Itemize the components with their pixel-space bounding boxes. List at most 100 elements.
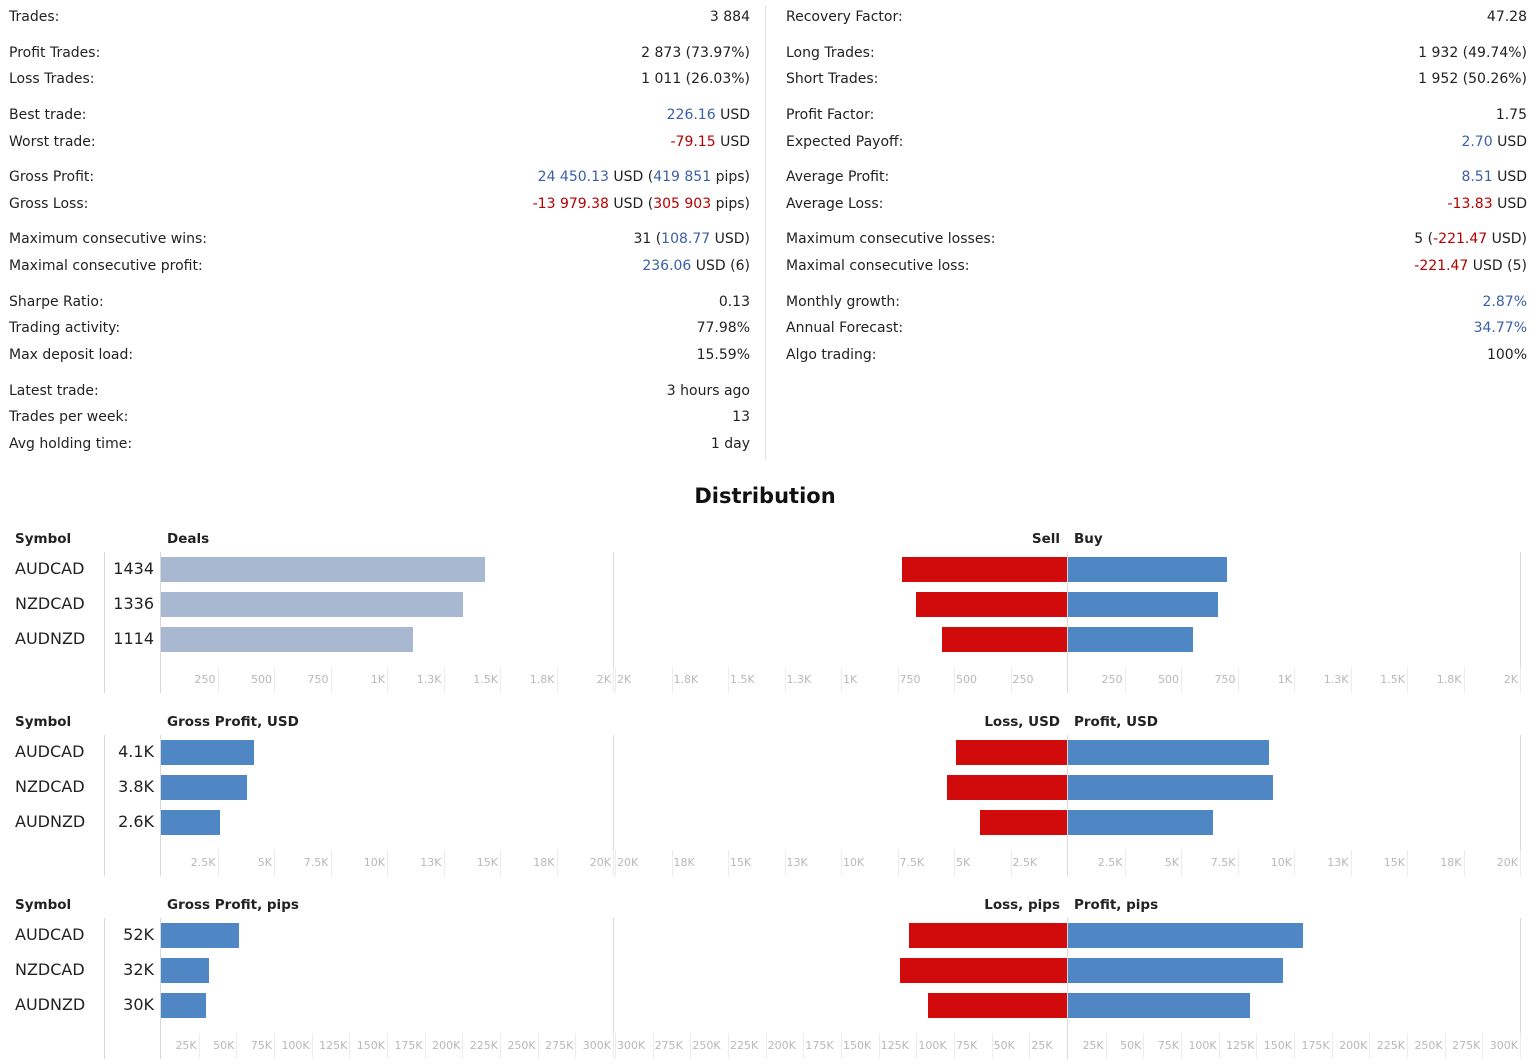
- buy-axis-tick: 500: [1158, 673, 1179, 686]
- buy-axis-tick: 50K: [1120, 1039, 1142, 1052]
- tick-gridline: [1237, 850, 1239, 876]
- left-axis-tick: 18K: [533, 856, 555, 869]
- tick-gridline: [1256, 1033, 1258, 1059]
- symbol-label: AUDNZD: [15, 995, 86, 1014]
- tick-gridline: [556, 850, 558, 876]
- left-axis-tick: 2K: [596, 673, 611, 686]
- sell-bar: [941, 627, 1067, 652]
- sell-axis-tick: 1K: [843, 673, 858, 686]
- tick-gridline: [1218, 1033, 1220, 1059]
- stats-divider: [765, 6, 766, 459]
- stat-value-part: USD (: [608, 169, 654, 185]
- stat-label: Annual Forecast:: [786, 320, 904, 336]
- stat-row-worst-trade: Worst trade: -79.15 USD: [9, 131, 750, 153]
- axis-line-values: [104, 735, 105, 876]
- tick-gridline: [236, 1033, 238, 1059]
- total-value-label: 1336: [113, 594, 154, 613]
- stat-value-part: 34.77%: [1473, 320, 1527, 336]
- sell-bar: [947, 775, 1067, 800]
- stat-label: Latest trade:: [9, 383, 99, 399]
- left-chart-title: Gross Profit, pips: [167, 897, 299, 913]
- distribution-panel: Symbol Deals Sell Buy AUDCAD 1434 NZDCAD 1336 AU…: [0, 530, 1540, 710]
- left-axis-tick: 20K: [589, 856, 611, 869]
- left-axis-tick: 125K: [319, 1039, 348, 1052]
- stat-value: 2 873 (73.97%): [641, 42, 750, 64]
- stat-value-part: 3 hours ago: [666, 383, 750, 399]
- stat-value: 8.51 USD: [1461, 166, 1527, 188]
- buy-axis-tick: 15K: [1383, 856, 1405, 869]
- tick-gridline: [1520, 667, 1521, 693]
- stat-label: Gross Profit:: [9, 169, 95, 185]
- total-bar: [161, 740, 254, 765]
- tick-gridline: [841, 1033, 842, 1059]
- stat-value-part: 419 851: [653, 169, 712, 185]
- tick-gridline: [198, 1033, 200, 1059]
- stat-label: Recovery Factor:: [786, 9, 903, 25]
- tick-gridline: [1181, 667, 1182, 693]
- tick-gridline: [1463, 850, 1465, 876]
- tick-gridline: [728, 667, 729, 693]
- stat-value: 236.06 USD (6): [642, 255, 750, 277]
- stat-value-part: 305 903: [653, 196, 712, 212]
- tick-gridline: [349, 1033, 351, 1059]
- stat-value: 0.13: [719, 291, 750, 313]
- stat-value: 34.77%: [1474, 317, 1527, 339]
- sell-axis-tick: 13K: [786, 856, 808, 869]
- stat-value-part: 31 (: [633, 231, 662, 247]
- tick-gridline: [613, 667, 614, 693]
- buy-axis-tick: 75K: [1157, 1039, 1179, 1052]
- symbol-header: Symbol: [15, 897, 72, 913]
- tick-gridline: [728, 850, 729, 876]
- buy-axis-tick: 2.5K: [1097, 856, 1123, 869]
- stat-label: Max deposit load:: [9, 347, 134, 363]
- stat-label: Sharpe Ratio:: [9, 294, 104, 310]
- sell-axis-tick: 1.5K: [730, 673, 755, 686]
- total-value-label: 30K: [123, 995, 154, 1014]
- sell-bar: [908, 923, 1067, 948]
- left-axis-tick: 275K: [545, 1039, 574, 1052]
- stat-row-algo-trading: Algo trading: 100%: [786, 344, 1527, 366]
- stat-value-part: 5 (: [1414, 231, 1434, 247]
- tick-gridline: [1331, 1033, 1333, 1059]
- stat-value-part: USD (6): [691, 258, 750, 274]
- stat-row-maximum-consecutive-wins: Maximum consecutive wins: 31 (108.77 USD): [9, 228, 750, 250]
- left-axis-tick: 1.5K: [473, 673, 498, 686]
- tick-gridline: [443, 667, 445, 693]
- buy-chart-title: Buy: [1074, 531, 1103, 547]
- symbol-header: Symbol: [15, 531, 72, 547]
- sell-axis-tick: 200K: [767, 1039, 796, 1052]
- left-axis-tick: 175K: [394, 1039, 423, 1052]
- symbol-label: AUDNZD: [15, 629, 86, 648]
- sell-axis-tick: 250K: [692, 1039, 721, 1052]
- tick-gridline: [803, 1033, 805, 1059]
- buy-bar: [1068, 740, 1270, 765]
- symbol-label: NZDCAD: [15, 594, 85, 613]
- total-bar: [161, 958, 210, 983]
- sell-chart-title: Loss, pips: [984, 897, 1060, 913]
- tick-gridline: [500, 850, 501, 876]
- stat-label: Average Profit:: [786, 169, 890, 185]
- stat-value-part: pips): [711, 196, 750, 212]
- stat-value: -13.83 USD: [1447, 193, 1527, 215]
- axis-line-left: [160, 918, 161, 1059]
- sell-axis-tick: 225K: [730, 1039, 759, 1052]
- sell-axis-tick: 2.5K: [1012, 856, 1038, 869]
- buy-bar: [1068, 958, 1284, 983]
- axis-line-left: [160, 735, 161, 876]
- buy-axis-tick: 175K: [1301, 1039, 1330, 1052]
- tick-gridline: [1010, 667, 1012, 693]
- stat-value-part: USD: [1492, 169, 1527, 185]
- stat-row-average-loss: Average Loss: -13.83 USD: [786, 193, 1527, 215]
- stat-value: -221.47 USD (5): [1414, 255, 1527, 277]
- tick-gridline: [1294, 850, 1295, 876]
- tick-gridline: [462, 1033, 464, 1059]
- stat-row-annual-forecast: Annual Forecast: 34.77%: [786, 317, 1527, 339]
- axis-line-right: [1520, 552, 1521, 693]
- stat-value-part: 3 884: [709, 9, 750, 25]
- total-value-label: 3.8K: [118, 777, 154, 796]
- stat-label: Short Trades:: [786, 71, 879, 87]
- total-value-label: 4.1K: [118, 742, 154, 761]
- tick-gridline: [1463, 667, 1465, 693]
- stat-value: -13 979.38 USD (305 903 pips): [533, 193, 750, 215]
- stat-value-part: USD: [1492, 134, 1527, 150]
